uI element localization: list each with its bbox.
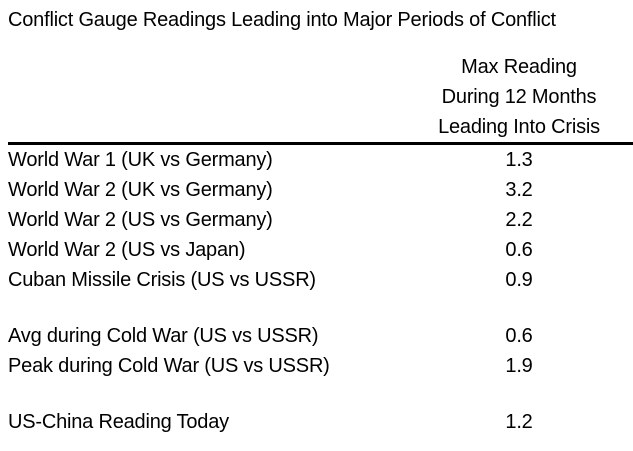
table-header-row: Max Reading During 12 Months Leading Int…	[8, 52, 633, 145]
row-value: 0.6	[505, 324, 533, 347]
table-body: World War 1 (UK vs Germany) 1.3 World War …	[8, 145, 633, 437]
row-label: World War 2 (US vs Japan)	[8, 238, 246, 261]
row-value: 3.2	[505, 178, 533, 201]
row-label: Cuban Missile Crisis (US vs USSR)	[8, 268, 316, 291]
table-row: World War 2 (UK vs Germany) 3.2	[8, 175, 633, 205]
table-row: World War 2 (US vs Germany) 2.2	[8, 205, 633, 235]
row-label: US-China Reading Today	[8, 410, 229, 433]
value-column-header: Max Reading During 12 Months Leading Int…	[429, 52, 609, 142]
group-spacer	[8, 381, 633, 407]
group-spacer	[8, 295, 633, 321]
value-header-line-2: During 12 Months	[441, 86, 597, 108]
row-value: 1.3	[505, 148, 533, 171]
table-title: Conflict Gauge Readings Leading into Maj…	[8, 9, 556, 31]
row-label: World War 2 (US vs Germany)	[8, 208, 273, 231]
row-label: World War 2 (UK vs Germany)	[8, 178, 273, 201]
value-header-line-1: Max Reading	[461, 56, 577, 78]
value-header-line-3: Leading Into Crisis	[438, 116, 600, 138]
table-row: World War 1 (UK vs Germany) 1.3	[8, 145, 633, 175]
row-label: Peak during Cold War (US vs USSR)	[8, 354, 330, 377]
row-value: 0.6	[505, 238, 533, 261]
table-row: Avg during Cold War (US vs USSR) 0.6	[8, 321, 633, 351]
table-row: US-China Reading Today 1.2	[8, 407, 633, 437]
table-row: World War 2 (US vs Japan) 0.6	[8, 235, 633, 265]
table-row: Peak during Cold War (US vs USSR) 1.9	[8, 351, 633, 381]
row-label: World War 1 (UK vs Germany)	[8, 148, 273, 171]
row-value: 2.2	[505, 208, 533, 231]
row-value: 1.2	[505, 410, 533, 433]
row-value: 1.9	[505, 354, 533, 377]
row-value: 0.9	[505, 268, 533, 291]
table-row: Cuban Missile Crisis (US vs USSR) 0.9	[8, 265, 633, 295]
row-label: Avg during Cold War (US vs USSR)	[8, 324, 319, 347]
